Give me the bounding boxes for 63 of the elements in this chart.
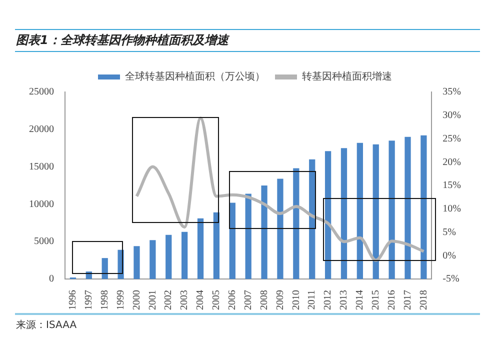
legend-label: 转基因种植面积增速 (302, 70, 392, 83)
chart-title: 图表1：全球转基因作物种植面积及增速 (16, 32, 228, 49)
y2-tick-label: 5% (442, 226, 456, 238)
x-tick-label: 2016 (386, 290, 398, 310)
bar (388, 140, 395, 279)
x-tick-label: 2008 (258, 290, 270, 310)
bar (324, 151, 332, 279)
x-tick-label: 1996 (68, 290, 79, 310)
bar (293, 168, 300, 279)
x-tick-label: 1999 (115, 290, 126, 310)
x-tick-label: 2018 (418, 290, 430, 310)
bar (277, 178, 284, 279)
x-tick-label: 2004 (195, 290, 206, 310)
bar (229, 202, 236, 279)
y2-tick-label: 20% (442, 156, 462, 168)
y2-tick-label: 10% (442, 204, 462, 214)
bar (404, 136, 411, 279)
x-tick-label: 2002 (163, 290, 174, 310)
bar (420, 135, 427, 279)
bar (197, 218, 204, 279)
y-tick-label: 25000 (29, 86, 54, 98)
x-tick-label: 2010 (290, 290, 302, 310)
bar (245, 194, 252, 279)
y2-tick-label: 0% (442, 250, 456, 262)
bar (356, 142, 363, 279)
x-tick-label: 2007 (242, 290, 254, 310)
bar (213, 212, 220, 279)
y-tick-label: 0 (49, 274, 54, 285)
x-tick-label: 2000 (131, 290, 142, 310)
x-tick-label: 2017 (402, 290, 414, 310)
bar (134, 246, 140, 279)
source-note: 来源：ISAAA (16, 318, 77, 332)
x-tick-label: 2006 (227, 290, 238, 310)
bar (340, 148, 348, 279)
x-tick-label: 2014 (354, 290, 366, 310)
y-tick-label: 15000 (29, 161, 54, 172)
x-tick-label: 2009 (274, 290, 286, 310)
bar (309, 159, 316, 279)
bar (372, 144, 379, 279)
x-tick-label: 2003 (179, 290, 190, 310)
x-tick-label: 2011 (306, 290, 318, 310)
y-tick-label: 20000 (29, 124, 54, 136)
x-tick-label: 1998 (99, 290, 110, 310)
y-tick-label: 5000 (34, 236, 54, 248)
bar (102, 258, 108, 279)
y2-tick-label: 35% (442, 86, 462, 98)
bar (182, 232, 188, 279)
line-series (135, 116, 426, 262)
x-tick-label: 2005 (211, 290, 222, 310)
x-tick-label: 2013 (338, 290, 350, 310)
y2-tick-label: -5% (442, 274, 460, 285)
y2-tick-label: 15% (442, 180, 462, 192)
bar (150, 240, 156, 279)
y2-tick-label: 25% (442, 133, 462, 144)
bar (166, 234, 172, 279)
x-tick-label: 1997 (84, 290, 95, 310)
x-tick-label: 2001 (147, 290, 158, 310)
legend-label: 全球转基因种植面积（万公顷） (125, 70, 265, 83)
bar (261, 186, 268, 279)
y-tick-label: 10000 (29, 198, 54, 210)
x-tick-label: 2015 (370, 290, 382, 310)
x-tick-label: 2012 (322, 290, 334, 310)
y2-tick-label: 30% (442, 110, 462, 121)
